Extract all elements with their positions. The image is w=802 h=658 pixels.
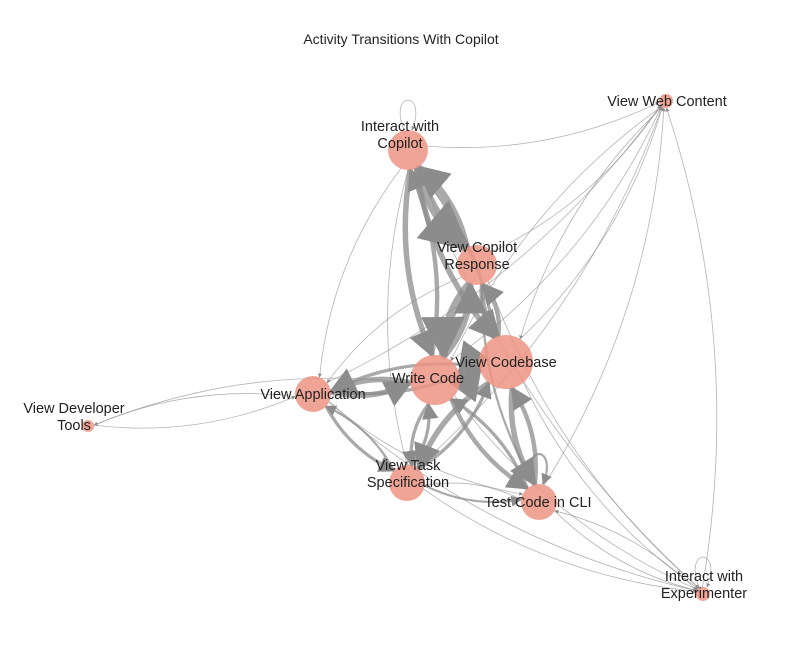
edge-web-to-write bbox=[450, 106, 662, 362]
node-write bbox=[410, 355, 460, 405]
node-label-line: View Copilot bbox=[437, 240, 517, 256]
node-label-line: Test Code in CLI bbox=[484, 495, 591, 511]
edge-response-to-web bbox=[491, 105, 662, 253]
edge-copilot-to-task bbox=[387, 169, 409, 466]
edge-response-to-experimenter bbox=[487, 281, 700, 589]
node-app bbox=[295, 376, 331, 412]
node-label-experimenter: Interact with Experimenter bbox=[661, 569, 747, 602]
node-experimenter bbox=[696, 587, 710, 601]
node-label-line: Write Code bbox=[392, 371, 464, 387]
node-cli bbox=[521, 484, 557, 520]
node-label-line: View Developer bbox=[23, 401, 124, 417]
node-response bbox=[457, 245, 497, 285]
edge-codebase-to-experimenter bbox=[523, 382, 699, 589]
node-label-line: Copilot bbox=[377, 136, 422, 152]
node-label-app: View Application bbox=[260, 387, 365, 403]
edge-app-to-cli bbox=[328, 401, 524, 496]
edge-cli-to-codebase bbox=[510, 386, 538, 485]
node-label-response: View Copilot Response bbox=[437, 240, 517, 273]
edge-write-to-web bbox=[450, 106, 662, 362]
edge-write-to-response bbox=[441, 280, 488, 359]
edge-experimenter-to-web bbox=[665, 107, 718, 588]
edge-app-to-experimenter bbox=[328, 401, 698, 592]
node-label-line: Interact with bbox=[361, 119, 439, 135]
node-web bbox=[659, 94, 673, 108]
node-copilot bbox=[388, 130, 428, 170]
edge-app-to-codebase bbox=[330, 364, 481, 396]
edge-cli-to-task bbox=[424, 482, 522, 500]
edge-copilot-to-copilot bbox=[399, 99, 417, 131]
node-devtools bbox=[82, 420, 94, 432]
edge-task-to-cli bbox=[424, 484, 523, 507]
node-label-codebase: View Codebase bbox=[455, 355, 556, 371]
edge-cli-to-web bbox=[544, 107, 666, 486]
edge-codebase-to-app bbox=[329, 362, 480, 393]
diagram-title: Activity Transitions With Copilot bbox=[303, 31, 499, 47]
edge-codebase-to-web bbox=[519, 106, 664, 340]
node-label-devtools: View Developer Tools bbox=[23, 401, 124, 434]
node-label-line: View Web Content bbox=[607, 94, 727, 110]
edge-response-to-app bbox=[326, 276, 462, 384]
node-codebase bbox=[479, 335, 533, 389]
edge-copilot-to-web bbox=[427, 101, 660, 148]
edge-task-to-codebase bbox=[417, 381, 492, 471]
node-label-line: Tools bbox=[57, 418, 91, 434]
edge-copilot-to-app bbox=[317, 168, 402, 378]
node-label-line: View Codebase bbox=[455, 355, 556, 371]
node-label-line: View Application bbox=[260, 387, 365, 403]
edge-devtools-to-app bbox=[93, 396, 296, 429]
edge-experimenter-to-cli bbox=[554, 509, 698, 591]
node-label-line: Experimenter bbox=[661, 586, 747, 602]
node-task bbox=[389, 465, 425, 501]
node-label-write: Write Code bbox=[392, 371, 464, 387]
edge-task-to-experimenter bbox=[423, 488, 697, 594]
node-label-line: Specification bbox=[367, 475, 449, 491]
node-label-cli: Test Code in CLI bbox=[484, 495, 591, 511]
edge-codebase-to-response bbox=[481, 282, 504, 337]
edge-cli-to-cli bbox=[530, 452, 552, 486]
edge-task-to-web bbox=[416, 106, 663, 469]
edge-write-to-experimenter bbox=[454, 395, 698, 591]
edge-experimenter-to-experimenter bbox=[694, 556, 712, 588]
node-label-line: Interact with bbox=[665, 569, 743, 585]
edge-write-to-devtools bbox=[93, 377, 411, 426]
node-label-web: View Web Content bbox=[607, 94, 727, 110]
edge-web-to-codebase bbox=[519, 106, 663, 340]
node-label-line: Response bbox=[444, 257, 509, 273]
node-label-line: View Task bbox=[376, 458, 441, 474]
node-label-copilot: Interact with Copilot bbox=[361, 119, 439, 152]
edge-copilot-to-experimenter bbox=[418, 166, 700, 589]
edge-cli-to-experimenter bbox=[554, 510, 698, 592]
node-label-task: View Task Specification bbox=[367, 458, 449, 491]
